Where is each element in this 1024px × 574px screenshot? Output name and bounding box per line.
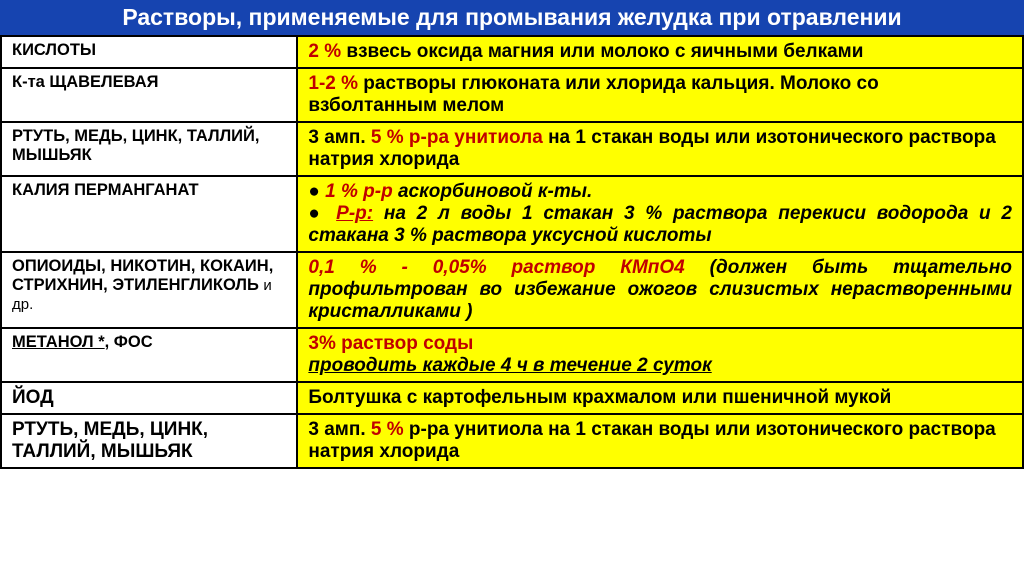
text-segment: 1-2 % — [308, 73, 363, 94]
table-row: ЙОД Болтушка с картофельным крахмалом или… — [1, 382, 1023, 414]
text-segment: Р-р: — [336, 203, 373, 224]
poison-cell: ЙОД — [1, 382, 297, 414]
text-segment: 0,1 % - 0,05% раствор КМпО4 — [308, 257, 709, 278]
text-segment: РТУТЬ, МЕДЬ, ЦИНК, ТАЛЛИЙ, МЫШЬЯК — [12, 127, 259, 164]
solution-cell: 0,1 % - 0,05% раствор КМпО4 (должен быть… — [297, 252, 1023, 328]
text-segment: ● — [308, 203, 336, 224]
text-segment: КИСЛОТЫ — [12, 41, 96, 59]
page-title: Растворы, применяемые для промывания жел… — [0, 0, 1024, 35]
text-segment: К-та ЩАВЕЛЕВАЯ — [12, 73, 159, 91]
text-segment: р-ра унитиола — [409, 127, 548, 148]
text-segment: , ФОС — [105, 333, 153, 351]
text-segment: МЕТАНОЛ * — [12, 333, 105, 351]
poison-cell: КИСЛОТЫ — [1, 36, 297, 68]
poison-cell: МЕТАНОЛ *, ФОС — [1, 328, 297, 382]
solution-cell: 3% раствор содыпроводить каждые 4 ч в те… — [297, 328, 1023, 382]
text-segment: взвесь оксида магния или молоко с яичным… — [346, 41, 863, 62]
text-segment: КАЛИЯ ПЕРМАНГАНАТ — [12, 181, 199, 199]
text-segment: ЙОД — [12, 387, 54, 408]
table-row: КАЛИЯ ПЕРМАНГАНАТ ● 1 % р-р аскорбиновой … — [1, 176, 1023, 252]
text-segment: аскорбиновой к-ты. — [398, 181, 592, 202]
text-segment: 1 % р-р — [325, 181, 398, 202]
text-segment: 5 % — [371, 127, 409, 148]
solutions-table: КИСЛОТЫ 2 % взвесь оксида магния или моло… — [0, 35, 1024, 469]
text-segment: растворы глюконата или хлорида кальция. … — [308, 73, 878, 116]
table-row: КИСЛОТЫ 2 % взвесь оксида магния или моло… — [1, 36, 1023, 68]
text-segment: 3 амп. — [308, 419, 371, 440]
text-segment: ● — [308, 181, 325, 202]
text-segment: 3% раствор соды — [308, 333, 473, 354]
text-segment: ОПИОИДЫ, НИКОТИН, КОКАИН, СТРИХНИН, ЭТИЛ… — [12, 257, 273, 294]
solution-cell: 3 амп. 5 % р-ра унитиола на 1 стакан вод… — [297, 122, 1023, 176]
poison-cell: К-та ЩАВЕЛЕВАЯ — [1, 68, 297, 122]
poison-cell: РТУТЬ, МЕДЬ, ЦИНК, ТАЛЛИЙ, МЫШЬЯК — [1, 414, 297, 468]
text-segment: 3 амп. — [308, 127, 371, 148]
table-row: К-та ЩАВЕЛЕВАЯ 1-2 % растворы глюконата и… — [1, 68, 1023, 122]
solution-cell: 1-2 % растворы глюконата или хлорида кал… — [297, 68, 1023, 122]
solution-cell: 3 амп. 5 % р-ра унитиола на 1 стакан вод… — [297, 414, 1023, 468]
text-segment: РТУТЬ, МЕДЬ, ЦИНК, ТАЛЛИЙ, МЫШЬЯК — [12, 419, 208, 462]
text-segment: на 2 л воды 1 стакан 3 % раствора переки… — [308, 203, 1012, 246]
solution-cell: Болтушка с картофельным крахмалом или пш… — [297, 382, 1023, 414]
solution-cell: 2 % взвесь оксида магния или молоко с яи… — [297, 36, 1023, 68]
solution-cell: ● 1 % р-р аскорбиновой к-ты. ● Р-р: на 2 … — [297, 176, 1023, 252]
text-segment: р-ра унитиола на 1 стакан воды или изото… — [308, 419, 995, 462]
poison-cell: РТУТЬ, МЕДЬ, ЦИНК, ТАЛЛИЙ, МЫШЬЯК — [1, 122, 297, 176]
text-segment: 5 % — [371, 419, 409, 440]
text-segment: проводить каждые 4 ч в течение 2 суток — [308, 355, 711, 376]
table-row: РТУТЬ, МЕДЬ, ЦИНК, ТАЛЛИЙ, МЫШЬЯК 3 амп. … — [1, 414, 1023, 468]
poison-cell: КАЛИЯ ПЕРМАНГАНАТ — [1, 176, 297, 252]
text-segment: 2 % — [308, 41, 346, 62]
poison-cell: ОПИОИДЫ, НИКОТИН, КОКАИН, СТРИХНИН, ЭТИЛ… — [1, 252, 297, 328]
table-row: РТУТЬ, МЕДЬ, ЦИНК, ТАЛЛИЙ, МЫШЬЯК 3 амп. … — [1, 122, 1023, 176]
text-segment: Болтушка с картофельным крахмалом или пш… — [308, 387, 891, 408]
table-row: ОПИОИДЫ, НИКОТИН, КОКАИН, СТРИХНИН, ЭТИЛ… — [1, 252, 1023, 328]
table-row: МЕТАНОЛ *, ФОС3% раствор содыпроводить к… — [1, 328, 1023, 382]
